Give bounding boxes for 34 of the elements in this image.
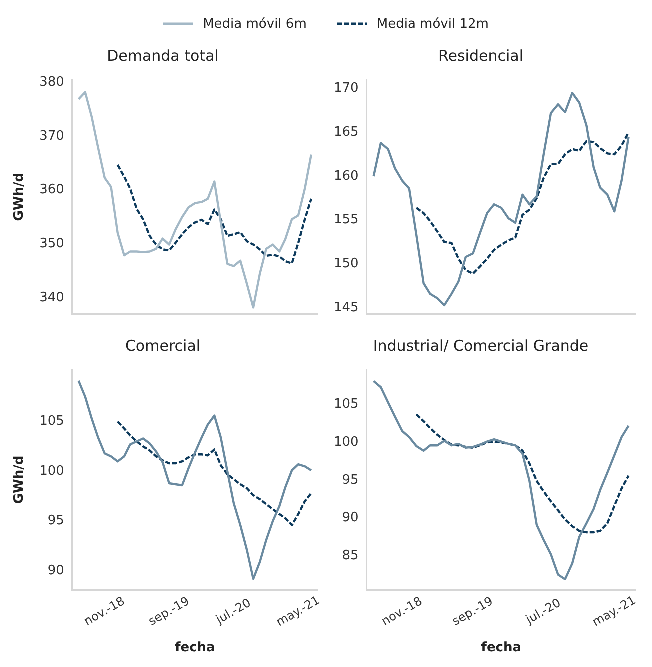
y-axis-title: GWh/d	[12, 172, 28, 222]
line-series	[116, 420, 313, 526]
y-tick-label: 380	[40, 75, 64, 90]
line-series	[416, 132, 630, 275]
y-tick-label: 350	[40, 236, 64, 252]
chart-title: Industrial/ Comercial Grande	[373, 336, 589, 355]
y-tick-label: 145	[334, 300, 359, 316]
y-tick-label: 370	[40, 128, 64, 144]
chart-title: Comercial	[125, 336, 201, 355]
y-tick-label: 105	[334, 397, 359, 412]
y-tick-label: 155	[334, 212, 359, 228]
y-tick-label: 90	[48, 563, 64, 578]
y-tick-label: 90	[342, 510, 359, 526]
line-series	[116, 164, 313, 265]
chart-title: Residencial	[438, 46, 524, 65]
chart-title: Demanda total	[107, 46, 219, 65]
legend-label: Media móvil 12m	[376, 16, 489, 32]
y-tick-label: 160	[334, 168, 359, 184]
x-axis-title: fecha	[481, 640, 522, 656]
y-tick-label: 150	[334, 256, 359, 272]
y-tick-label: 165	[334, 125, 359, 140]
y-tick-label: 95	[48, 514, 64, 529]
y-tick-label: 100	[334, 434, 359, 450]
legend-label: Media móvil 6m	[203, 16, 307, 32]
y-tick-label: 170	[334, 81, 359, 96]
y-tick-label: 85	[342, 548, 359, 564]
line-series	[416, 414, 630, 534]
y-tick-label: 100	[40, 464, 64, 479]
x-axis-title: fecha	[175, 640, 216, 656]
y-tick-label: 95	[342, 472, 359, 488]
y-tick-label: 105	[40, 414, 64, 430]
y-tick-label: 340	[40, 290, 64, 306]
y-tick-label: 360	[40, 182, 64, 198]
y-axis-title: GWh/d	[12, 456, 28, 504]
